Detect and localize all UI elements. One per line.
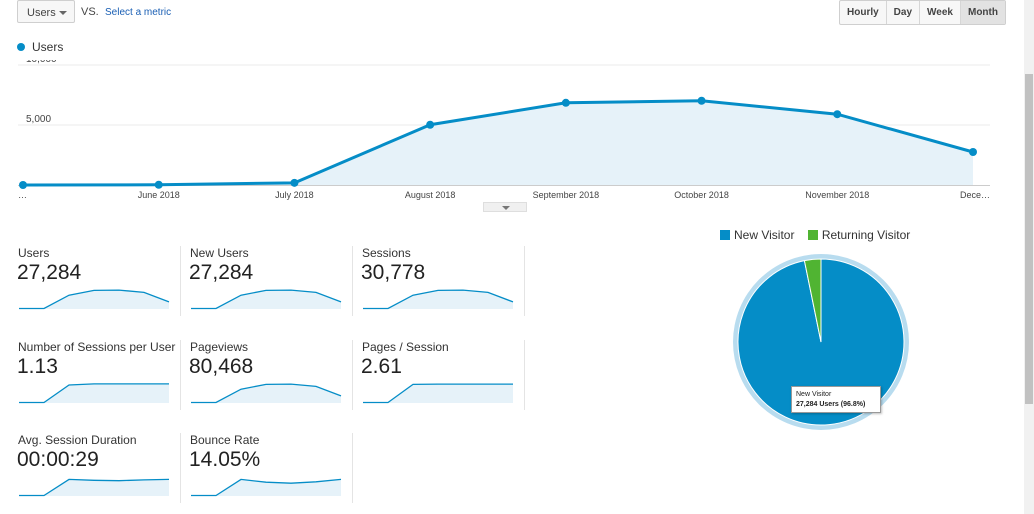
data-point[interactable]: [561, 98, 570, 107]
granularity-month-button[interactable]: Month: [960, 1, 1005, 24]
granularity-day-button[interactable]: Day: [887, 1, 921, 24]
sparkline-line: [191, 289, 342, 310]
metric-value: 00:00:29: [17, 448, 99, 471]
chart-collapse-handle[interactable]: [483, 202, 527, 212]
metric-value: 27,284: [17, 261, 82, 284]
metric-value: 27,284: [189, 261, 254, 284]
series-area: [23, 100, 973, 185]
data-point[interactable]: [833, 110, 842, 119]
data-point[interactable]: [969, 148, 977, 156]
series-line: [22, 99, 974, 187]
granularity-week-button[interactable]: Week: [920, 1, 961, 24]
metric-tile[interactable]: Pages / Session 2.61: [361, 340, 525, 410]
tooltip-title: New Visitor: [796, 391, 832, 398]
x-tick-label: June 2018: [138, 190, 180, 200]
metric-tile[interactable]: Sessions 30,778: [361, 246, 525, 316]
metric-value: 1.13: [17, 355, 58, 378]
metric-label: New Users: [190, 246, 249, 260]
pie-legend: New Visitor Returning Visitor: [720, 228, 920, 242]
data-point[interactable]: [154, 180, 163, 189]
metric-value: 80,468: [189, 355, 254, 378]
granularity-hourly-button[interactable]: Hourly: [840, 1, 887, 24]
metric-tile[interactable]: Users 27,284: [17, 246, 181, 316]
chevron-down-icon: [59, 11, 67, 15]
metric-label: Number of Sessions per User: [18, 340, 176, 354]
metric-tile[interactable]: New Users 27,284: [189, 246, 353, 316]
metric-sparkline: [19, 289, 170, 310]
x-tick-label: November 2018: [805, 190, 869, 200]
sparkline-area: [363, 290, 513, 309]
sparkline-area: [19, 290, 169, 309]
pie-slice[interactable]: [803, 258, 822, 343]
legend-swatch-icon: [807, 229, 818, 240]
sparkline-line: [19, 383, 169, 404]
legend-swatch-icon: [720, 229, 730, 240]
metric-sparkline: [19, 383, 169, 404]
sparkline-area: [363, 384, 513, 403]
granularity-toggle: Hourly Day Week Month: [839, 0, 1006, 25]
legend-series-label: Users: [32, 40, 64, 54]
vs-label: VS.: [81, 6, 99, 18]
sparkline-line: [191, 383, 342, 404]
pie-legend-label: New Visitor: [734, 228, 795, 242]
metric-sparkline: [363, 383, 513, 404]
data-point[interactable]: [426, 120, 435, 129]
data-point[interactable]: [697, 96, 706, 105]
metric-label: Sessions: [362, 246, 411, 260]
sparkline-line: [19, 478, 170, 497]
sparkline-area: [191, 384, 341, 403]
metric-dropdown[interactable]: Users: [17, 0, 75, 23]
metric-value: 14.05%: [189, 448, 261, 471]
sparkline-line: [19, 289, 170, 310]
x-tick-label: September 2018: [533, 190, 600, 200]
metric-tile[interactable]: Pageviews 80,468: [189, 340, 353, 410]
vertical-scrollbar[interactable]: [1024, 0, 1034, 514]
metric-sparkline: [191, 478, 342, 497]
chart-legend: Users: [17, 40, 63, 54]
select-metric-link[interactable]: Select a metric: [105, 7, 172, 18]
data-point[interactable]: [19, 181, 27, 189]
sparkline-line: [191, 478, 342, 497]
pie-legend-item-new[interactable]: New Visitor: [720, 228, 794, 242]
sparkline-area: [19, 479, 169, 496]
data-point[interactable]: [290, 178, 299, 187]
metric-dropdown-label: Users: [27, 7, 56, 19]
pie-legend-item-returning[interactable]: Returning Visitor: [807, 228, 911, 242]
metric-sparkline: [191, 289, 342, 310]
metric-label: Pageviews: [190, 340, 249, 354]
sparkline-area: [19, 383, 169, 403]
sparkline-line: [363, 383, 513, 404]
metric-tile[interactable]: Avg. Session Duration 00:00:29: [17, 433, 181, 503]
scrollbar-thumb[interactable]: [1025, 74, 1033, 404]
x-tick-label: August 2018: [405, 190, 456, 200]
sparkline-area: [191, 290, 341, 309]
metric-tile[interactable]: Number of Sessions per User 1.13: [17, 340, 181, 410]
y-tick-label: 10,000: [26, 60, 57, 65]
metric-tile[interactable]: Bounce Rate 14.05%: [189, 433, 353, 503]
metric-label: Pages / Session: [362, 340, 449, 354]
chevron-down-icon: [502, 206, 510, 210]
x-tick-label: …: [18, 190, 27, 200]
x-tick-label: July 2018: [275, 190, 314, 200]
pie-tooltip: New Visitor 27,284 Users (96.8%): [791, 386, 881, 413]
users-line-chart: 10,000 5,000 … June 2018 July 2018 August 201…: [18, 60, 990, 200]
metric-value: 2.61: [361, 355, 402, 378]
y-tick-label: 5,000: [26, 114, 51, 125]
x-tick-label: Dece…: [960, 190, 990, 200]
legend-dot-icon: [17, 42, 25, 51]
metric-value: 30,778: [361, 261, 426, 284]
sparkline-line: [363, 289, 514, 310]
metric-label: Users: [18, 246, 50, 260]
pie-legend-label: Returning Visitor: [821, 228, 911, 242]
metric-sparkline: [191, 383, 342, 404]
metric-sparkline: [19, 478, 170, 497]
tooltip-value: 27,284 Users (96.8%): [796, 401, 866, 408]
metric-label: Avg. Session Duration: [18, 433, 137, 447]
sparkline-area: [191, 479, 341, 496]
metric-label: Bounce Rate: [190, 433, 260, 447]
x-tick-label: October 2018: [674, 190, 729, 200]
metric-sparkline: [363, 289, 514, 310]
toolbar: Users VS. Select a metric Hourly Day Week M…: [0, 0, 1034, 30]
